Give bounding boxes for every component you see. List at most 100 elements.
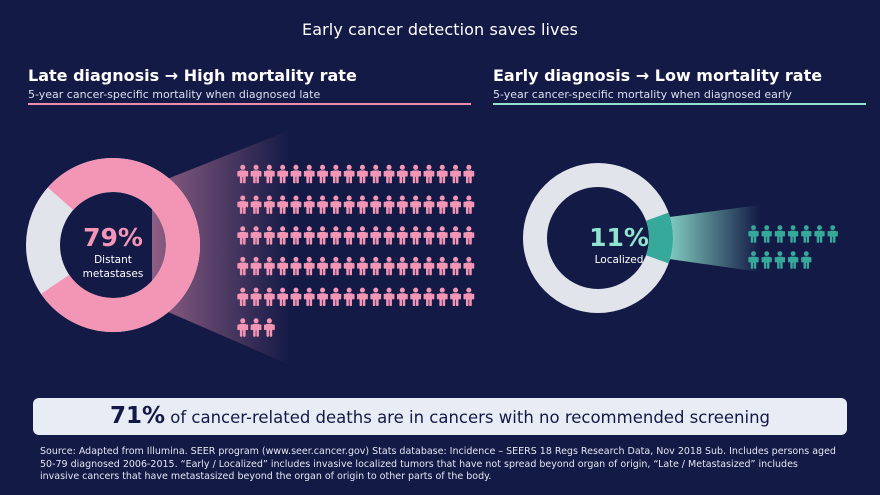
late-person-icon bbox=[450, 256, 461, 276]
late-person-icon bbox=[450, 195, 461, 214]
banner-text: of cancer-related deaths are in cancers … bbox=[165, 408, 771, 427]
late-person-icon bbox=[396, 287, 408, 306]
late-person-icon bbox=[370, 256, 382, 276]
late-diagnosis-header: Late diagnosis → High mortality rate 5-y… bbox=[28, 66, 471, 105]
late-person-icon bbox=[383, 164, 395, 184]
late-person-icon bbox=[370, 164, 382, 184]
early-label: Localized bbox=[594, 254, 644, 266]
late-person-icon bbox=[290, 164, 302, 184]
late-person-icon bbox=[396, 256, 408, 276]
late-person-icon bbox=[343, 226, 355, 245]
late-person-icon bbox=[317, 195, 328, 214]
late-beam bbox=[152, 130, 290, 365]
late-person-icon bbox=[317, 164, 328, 184]
early-diagnosis-divider bbox=[493, 103, 866, 105]
late-label-line2: metastases bbox=[82, 268, 144, 280]
late-person-icon bbox=[436, 226, 448, 245]
early-person-icon bbox=[761, 251, 772, 269]
late-person-icon bbox=[383, 287, 395, 306]
late-person-icon bbox=[410, 287, 422, 306]
late-person-icon bbox=[396, 195, 408, 214]
late-person-icon bbox=[330, 226, 342, 245]
early-beam bbox=[662, 205, 760, 272]
late-person-icon bbox=[330, 195, 342, 214]
early-person-icon bbox=[814, 225, 825, 243]
late-person-icon bbox=[303, 195, 315, 214]
late-person-icon bbox=[383, 226, 395, 245]
late-person-icon bbox=[303, 287, 315, 306]
late-person-icon bbox=[410, 226, 422, 245]
late-donut-arc bbox=[41, 158, 200, 332]
late-diagnosis-divider bbox=[28, 103, 471, 105]
early-person-icon bbox=[787, 251, 799, 269]
late-person-icon bbox=[343, 164, 355, 184]
late-person-icon bbox=[303, 226, 315, 245]
late-person-icon bbox=[410, 164, 422, 184]
early-diagnosis-subheading: 5-year cancer-specific mortality when di… bbox=[493, 88, 792, 101]
late-person-icon bbox=[423, 287, 435, 306]
early-person-icon bbox=[801, 225, 812, 243]
late-person-icon bbox=[357, 256, 368, 276]
late-person-icon bbox=[423, 226, 435, 245]
late-donut-label: 79% Distant metastases bbox=[52, 223, 174, 281]
early-diagnosis-heading: Early diagnosis → Low mortality rate bbox=[493, 66, 823, 85]
late-person-icon bbox=[317, 287, 328, 306]
early-person-icon bbox=[827, 225, 838, 243]
late-person-icon bbox=[463, 164, 475, 184]
late-person-icon bbox=[450, 287, 461, 306]
late-person-icon bbox=[410, 256, 422, 276]
late-person-icon bbox=[343, 256, 355, 276]
late-person-icon bbox=[290, 195, 302, 214]
late-person-icon bbox=[450, 164, 461, 184]
late-person-icon bbox=[423, 164, 435, 184]
early-people-grid bbox=[748, 225, 838, 269]
late-person-icon bbox=[343, 195, 355, 214]
late-person-icon bbox=[436, 195, 448, 214]
screening-banner: 71% of cancer-related deaths are in canc… bbox=[33, 398, 847, 435]
late-person-icon bbox=[357, 226, 368, 245]
late-person-icon bbox=[330, 256, 342, 276]
late-person-icon bbox=[330, 287, 342, 306]
late-person-icon bbox=[357, 195, 368, 214]
late-person-icon bbox=[463, 226, 475, 245]
early-person-icon bbox=[761, 225, 772, 243]
early-person-icon bbox=[774, 225, 786, 243]
late-person-icon bbox=[290, 256, 302, 276]
late-person-icon bbox=[370, 226, 382, 245]
late-person-icon bbox=[357, 287, 368, 306]
banner-percent: 71% bbox=[109, 403, 166, 429]
late-person-icon bbox=[290, 287, 302, 306]
source-note: Source: Adapted from Illumina. SEER prog… bbox=[40, 446, 836, 482]
late-person-icon bbox=[370, 287, 382, 306]
late-person-icon bbox=[290, 226, 302, 245]
late-person-icon bbox=[436, 287, 448, 306]
late-person-icon bbox=[463, 256, 475, 276]
early-donut-arc bbox=[645, 212, 673, 264]
early-percent: 11% bbox=[589, 223, 649, 252]
late-label-line1: Distant bbox=[94, 254, 132, 266]
late-person-icon bbox=[357, 164, 368, 184]
early-donut-chart bbox=[523, 163, 673, 313]
late-person-icon bbox=[317, 226, 328, 245]
late-person-icon bbox=[303, 164, 315, 184]
early-person-icon bbox=[774, 251, 786, 269]
late-diagnosis-subheading: 5-year cancer-specific mortality when di… bbox=[28, 88, 321, 101]
early-diagnosis-header: Early diagnosis → Low mortality rate 5-y… bbox=[493, 66, 866, 105]
late-person-icon bbox=[383, 256, 395, 276]
late-person-icon bbox=[303, 256, 315, 276]
late-person-icon bbox=[463, 195, 475, 214]
late-person-icon bbox=[423, 256, 435, 276]
late-person-icon bbox=[317, 256, 328, 276]
late-person-icon bbox=[396, 226, 408, 245]
late-person-icon bbox=[383, 195, 395, 214]
late-person-icon bbox=[423, 195, 435, 214]
late-person-icon bbox=[436, 164, 448, 184]
late-person-icon bbox=[450, 226, 461, 245]
late-person-icon bbox=[396, 164, 408, 184]
late-percent: 79% bbox=[83, 223, 143, 252]
late-donut-chart bbox=[26, 158, 200, 332]
late-person-icon bbox=[410, 195, 422, 214]
late-person-icon bbox=[436, 256, 448, 276]
late-diagnosis-heading: Late diagnosis → High mortality rate bbox=[28, 66, 357, 85]
